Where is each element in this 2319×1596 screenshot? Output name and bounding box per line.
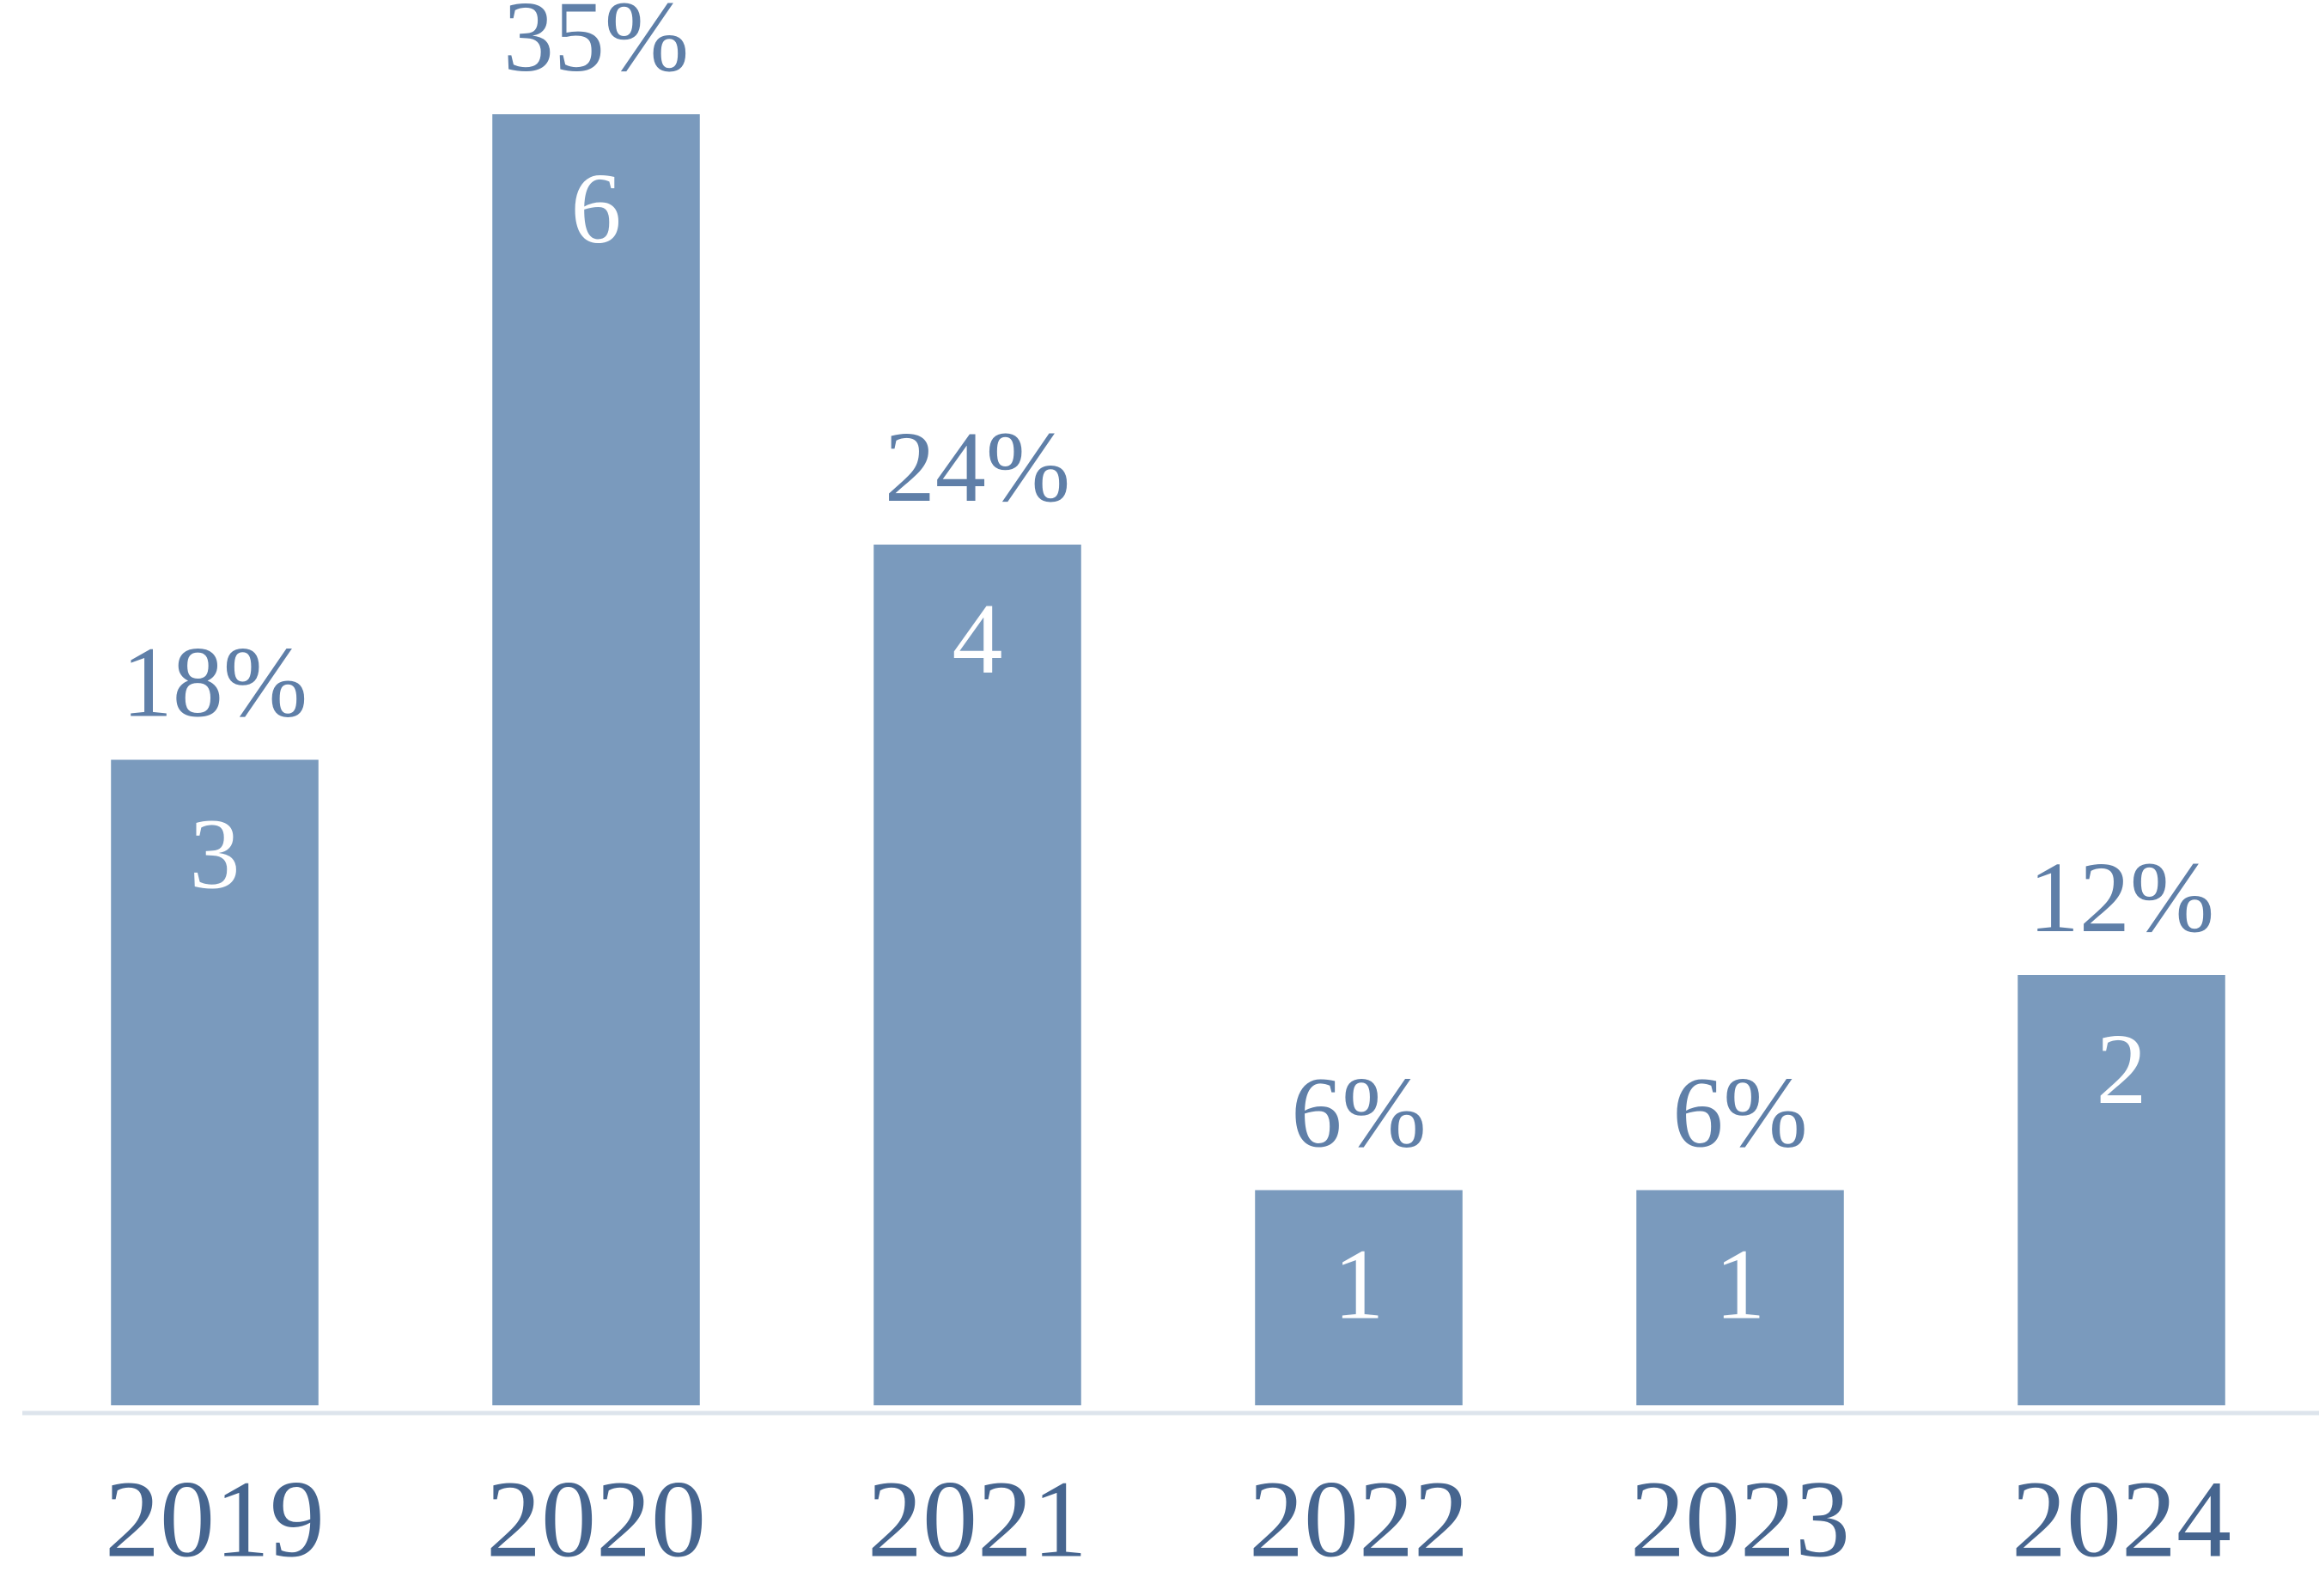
share-label: 35%: [503, 0, 689, 93]
x-tick-label: 2024: [2012, 1458, 2231, 1580]
x-tick-label: 2019: [105, 1458, 325, 1580]
share-label: 6%: [1291, 1057, 1426, 1169]
count-label: 1: [1715, 1228, 1766, 1341]
count-label: 1: [1334, 1228, 1385, 1341]
count-label: 6: [571, 152, 622, 265]
x-tick-label: 2023: [1630, 1458, 1850, 1580]
count-label: 4: [953, 582, 1003, 695]
x-tick-label: 2021: [867, 1458, 1087, 1580]
bar: [1255, 1190, 1463, 1405]
bar: [1636, 1190, 1844, 1405]
share-label: 6%: [1672, 1057, 1807, 1169]
bar: [111, 759, 319, 1405]
bar: [492, 114, 700, 1405]
bar: [873, 545, 1081, 1405]
count-label: 3: [190, 798, 240, 911]
count-label: 2: [2097, 1013, 2147, 1125]
share-label: 24%: [885, 411, 1070, 523]
share-label: 18%: [122, 626, 307, 739]
x-tick-label: 2020: [486, 1458, 706, 1580]
x-tick-label: 2022: [1249, 1458, 1469, 1580]
share-label: 12%: [2029, 841, 2214, 953]
bar: [2018, 975, 2225, 1405]
